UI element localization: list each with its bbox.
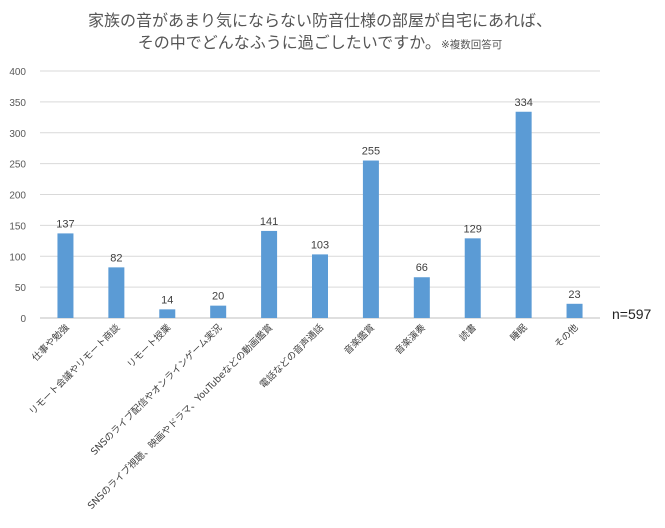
y-tick-label: 400 <box>9 67 26 78</box>
data-label: 334 <box>514 97 532 109</box>
data-labels: 137 82 14 20 141 103 255 66 129 334 23 <box>56 97 580 307</box>
y-axis-ticks: 0 50 100 150 200 250 300 350 400 <box>9 67 26 325</box>
x-tick-label: 睡眠 <box>508 321 530 343</box>
data-label: 141 <box>260 216 278 228</box>
bar <box>57 233 74 318</box>
data-label: 14 <box>161 294 173 306</box>
chart-title: 家族の音があまり気にならない防音仕様の部屋が自宅にあれば、 その中でどんなふうに… <box>40 10 600 56</box>
data-label: 129 <box>464 223 482 235</box>
y-tick-label: 250 <box>9 160 26 171</box>
x-tick-label: その他 <box>552 321 581 350</box>
chart-title-line1: 家族の音があまり気にならない防音仕様の部屋が自宅にあれば、 <box>87 11 552 30</box>
x-tick-label: 読書 <box>457 322 479 344</box>
bar <box>515 111 532 318</box>
bar <box>464 238 481 318</box>
bar <box>566 303 583 318</box>
data-label: 103 <box>311 239 329 251</box>
y-tick-label: 300 <box>9 129 26 140</box>
sample-size-label: n=597 <box>612 306 652 322</box>
y-tick-label: 0 <box>20 314 26 325</box>
x-tick-label: リモート授業 <box>125 321 174 370</box>
chart-title-note: ※複数回答可 <box>440 39 503 51</box>
chart-title-line2: その中でどんなふうに過ごしたいですか。※複数回答可 <box>40 32 600 56</box>
y-tick-label: 50 <box>15 283 27 294</box>
bar <box>108 267 125 318</box>
data-label: 82 <box>110 252 122 264</box>
x-tick-label: 仕事や勉強 <box>29 321 71 363</box>
bar <box>261 230 278 318</box>
data-label: 137 <box>56 218 74 230</box>
data-label: 23 <box>568 289 580 301</box>
bar <box>159 309 176 318</box>
y-tick-label: 150 <box>9 221 26 232</box>
y-tick-label: 100 <box>9 252 26 263</box>
chart-title-line2-text: その中でどんなふうに過ごしたいですか。 <box>137 33 441 52</box>
y-tick-label: 200 <box>9 191 26 202</box>
data-label: 66 <box>416 262 428 274</box>
bar <box>210 305 227 318</box>
data-label: 20 <box>212 291 224 303</box>
bar <box>312 254 328 318</box>
y-tick-label: 350 <box>9 98 26 109</box>
x-tick-label: リモート会議やリモート商談 <box>27 321 123 417</box>
bars <box>57 111 583 318</box>
x-tick-label: 音楽演奏 <box>393 321 429 357</box>
x-tick-label: 音楽鑑賞 <box>342 322 377 357</box>
data-label: 255 <box>362 146 380 158</box>
bar <box>413 277 430 318</box>
x-tick-label: SNSのライブ視聴、映画やドラマ、YouTubeなどの動画鑑賞 <box>85 322 275 512</box>
bar <box>362 160 379 318</box>
